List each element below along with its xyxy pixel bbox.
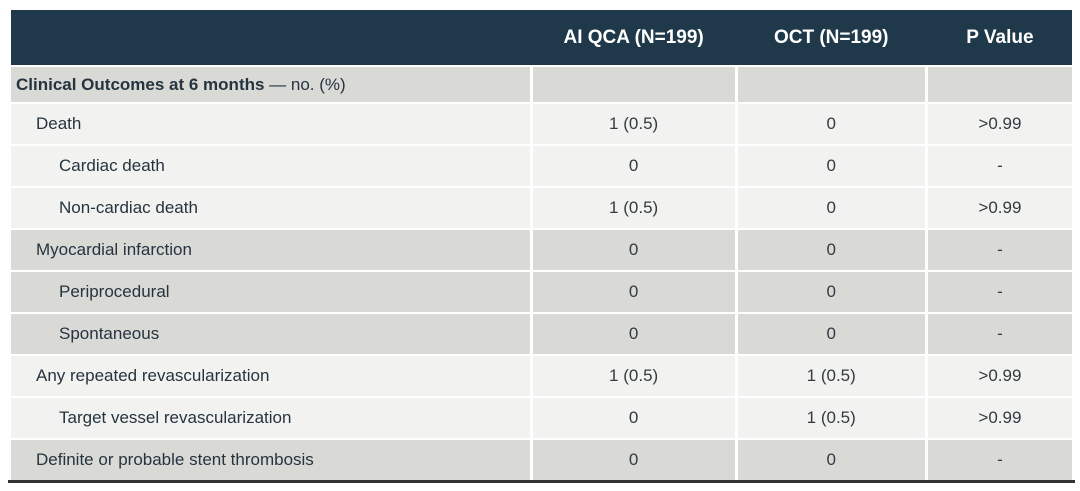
section-empty-cell <box>737 67 925 102</box>
value-cell: >0.99 <box>927 104 1072 144</box>
value-cell: 1 (0.5) <box>532 188 735 228</box>
row-label-cell: Spontaneous <box>11 314 530 354</box>
value-cell: 0 <box>532 314 735 354</box>
section-title-suffix: — no. (%) <box>264 74 346 94</box>
row-label-cell: Any repeated revascularization <box>11 356 530 396</box>
value-cell: - <box>927 440 1072 480</box>
table-row: Target vessel revascularization 0 1 (0.5) >… <box>11 398 1072 438</box>
value-cell: >0.99 <box>927 398 1072 438</box>
value-cell: 1 (0.5) <box>532 356 735 396</box>
clinical-outcomes-table: AI QCA (N=199) OCT (N=199) P Value Clini… <box>8 8 1075 482</box>
value-cell: 1 (0.5) <box>532 104 735 144</box>
value-cell: 1 (0.5) <box>737 356 925 396</box>
header-empty-cell <box>11 10 530 65</box>
section-empty-cell <box>532 67 735 102</box>
value-cell: >0.99 <box>927 188 1072 228</box>
header-col-oct: OCT (N=199) <box>737 10 925 65</box>
row-label-cell: Target vessel revascularization <box>11 398 530 438</box>
row-label-cell: Myocardial infarction <box>11 230 530 270</box>
table-header-row: AI QCA (N=199) OCT (N=199) P Value <box>11 10 1072 65</box>
section-header-row: Clinical Outcomes at 6 months — no. (%) <box>11 67 1072 102</box>
value-cell: 0 <box>532 272 735 312</box>
value-cell: 0 <box>532 146 735 186</box>
table-bottom-rule <box>8 480 1075 483</box>
value-cell: 0 <box>532 398 735 438</box>
value-cell: - <box>927 146 1072 186</box>
table-row: Cardiac death 0 0- <box>11 146 1072 186</box>
value-cell: 0 <box>737 314 925 354</box>
table-row: Spontaneous 0 0- <box>11 314 1072 354</box>
value-cell: - <box>927 314 1072 354</box>
row-label-cell: Cardiac death <box>11 146 530 186</box>
table-row: Any repeated revascularization 1 (0.5) 1 (… <box>11 356 1072 396</box>
value-cell: 0 <box>737 440 925 480</box>
clinical-outcomes-table-container: AI QCA (N=199) OCT (N=199) P Value Clini… <box>8 8 1075 483</box>
row-label-cell: Death <box>11 104 530 144</box>
table-row: Myocardial infarction 0 0- <box>11 230 1072 270</box>
header-col-p-value: P Value <box>927 10 1072 65</box>
row-label-cell: Non-cardiac death <box>11 188 530 228</box>
value-cell: 1 (0.5) <box>737 398 925 438</box>
value-cell: - <box>927 272 1072 312</box>
value-cell: - <box>927 230 1072 270</box>
value-cell: >0.99 <box>927 356 1072 396</box>
header-col-ai-qca: AI QCA (N=199) <box>532 10 735 65</box>
value-cell: 0 <box>737 230 925 270</box>
value-cell: 0 <box>532 230 735 270</box>
table-row: Definite or probable stent thrombosis 0 0- <box>11 440 1072 480</box>
table-row: Periprocedural 0 0- <box>11 272 1072 312</box>
value-cell: 0 <box>737 188 925 228</box>
table-row: Non-cardiac death 1 (0.5) 0 >0.99 <box>11 188 1072 228</box>
value-cell: 0 <box>737 104 925 144</box>
row-label-cell: Definite or probable stent thrombosis <box>11 440 530 480</box>
section-empty-cell <box>927 67 1072 102</box>
section-title-bold: Clinical Outcomes at 6 months <box>16 74 265 94</box>
value-cell: 0 <box>737 146 925 186</box>
table-row: Death 1 (0.5) 0 >0.99 <box>11 104 1072 144</box>
row-label-cell: Periprocedural <box>11 272 530 312</box>
section-title-cell: Clinical Outcomes at 6 months — no. (%) <box>11 67 530 102</box>
value-cell: 0 <box>532 440 735 480</box>
value-cell: 0 <box>737 272 925 312</box>
